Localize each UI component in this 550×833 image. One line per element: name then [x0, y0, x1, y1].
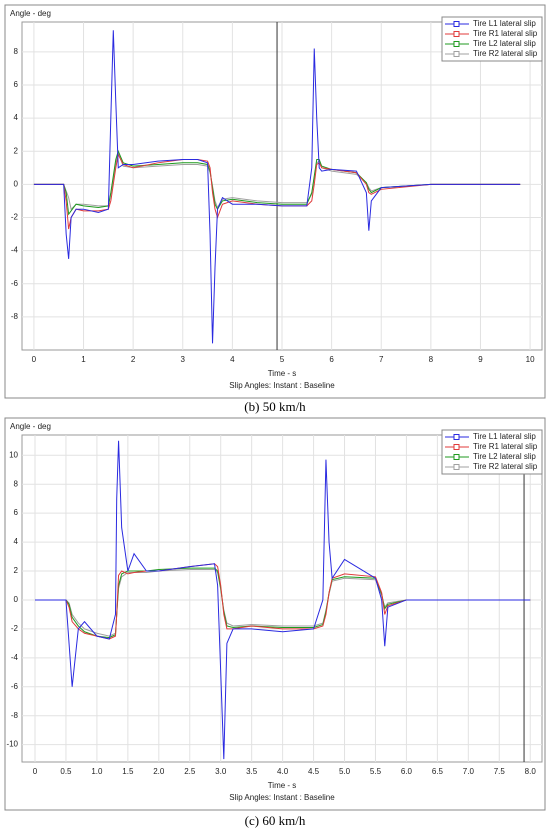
y-tick-label: 0	[14, 595, 19, 604]
legend-marker	[453, 51, 460, 57]
legend-label: Tire R1 lateral slip	[473, 442, 538, 451]
x-tick-label: 1	[81, 355, 86, 364]
y-tick-label: -10	[6, 740, 18, 749]
x-tick-label: 0.5	[60, 767, 72, 776]
x-tick-label: 2.0	[153, 767, 165, 776]
y-tick-label: -6	[11, 279, 19, 288]
y-tick-label: -4	[11, 653, 19, 662]
legend-label: Tire R1 lateral slip	[473, 29, 538, 38]
x-axis-title: Time - s	[268, 781, 297, 790]
x-tick-label: 3	[181, 355, 186, 364]
y-tick-label: 2	[14, 566, 19, 575]
legend-label: Tire L1 lateral slip	[473, 19, 536, 28]
plot-area	[21, 434, 543, 763]
footer: Slip Angles: Instant : Baseline	[229, 381, 335, 390]
x-tick-label: 1.5	[122, 767, 134, 776]
legend-marker	[453, 444, 460, 450]
caption: (c) 60 km/h	[245, 813, 306, 828]
x-tick-label: 8.0	[525, 767, 537, 776]
x-tick-label: 3.0	[215, 767, 227, 776]
y-axis-title: Angle - deg	[10, 9, 51, 18]
y-axis-title: Angle - deg	[10, 422, 51, 431]
x-tick-label: 10	[526, 355, 535, 364]
x-tick-label: 2	[131, 355, 136, 364]
y-tick-label: -4	[11, 246, 19, 255]
y-tick-label: 6	[14, 508, 19, 517]
x-tick-label: 3.5	[246, 767, 258, 776]
y-tick-label: 2	[14, 146, 19, 155]
x-tick-label: 4	[230, 355, 235, 364]
footer: Slip Angles: Instant : Baseline	[229, 793, 335, 802]
y-tick-label: -2	[11, 213, 19, 222]
x-tick-label: 8	[429, 355, 434, 364]
x-tick-label: 6	[329, 355, 334, 364]
legend-label: Tire L1 lateral slip	[473, 432, 536, 441]
x-tick-label: 2.5	[184, 767, 196, 776]
x-tick-label: 0	[32, 355, 37, 364]
y-tick-label: 8	[14, 47, 19, 56]
x-tick-label: 1.0	[91, 767, 103, 776]
y-tick-label: 4	[14, 113, 19, 122]
y-tick-label: -6	[11, 682, 19, 691]
y-tick-label: 10	[9, 450, 18, 459]
series-line	[33, 30, 521, 344]
legend-label: Tire L2 lateral slip	[473, 39, 536, 48]
legend-marker	[453, 464, 460, 470]
x-tick-label: 4.5	[308, 767, 320, 776]
x-tick-label: 7.0	[463, 767, 475, 776]
legend-marker	[453, 31, 460, 37]
x-tick-label: 5.5	[370, 767, 382, 776]
y-tick-label: 6	[14, 80, 19, 89]
x-tick-label: 9	[478, 355, 483, 364]
x-tick-label: 7	[379, 355, 384, 364]
y-tick-label: 0	[14, 179, 19, 188]
x-tick-label: 0	[33, 767, 38, 776]
legend-label: Tire R2 lateral slip	[473, 462, 538, 471]
y-tick-label: -2	[11, 624, 19, 633]
x-tick-label: 5.0	[339, 767, 351, 776]
legend-label: Tire L2 lateral slip	[473, 452, 536, 461]
x-tick-label: 7.5	[494, 767, 506, 776]
series-line	[35, 440, 531, 760]
y-tick-label: -8	[11, 711, 19, 720]
legend-marker	[453, 434, 460, 440]
legend-marker	[453, 41, 460, 47]
y-tick-label: -8	[11, 312, 19, 321]
y-tick-label: 4	[14, 537, 19, 546]
legend-label: Tire R2 lateral slip	[473, 49, 538, 58]
legend-marker	[453, 454, 460, 460]
x-tick-label: 5	[280, 355, 285, 364]
x-tick-label: 6.5	[432, 767, 444, 776]
caption: (b) 50 km/h	[244, 399, 306, 414]
x-axis-title: Time - s	[268, 369, 297, 378]
x-tick-label: 6.0	[401, 767, 413, 776]
x-tick-label: 4.0	[277, 767, 289, 776]
legend-marker	[453, 21, 460, 27]
y-tick-label: 8	[14, 479, 19, 488]
